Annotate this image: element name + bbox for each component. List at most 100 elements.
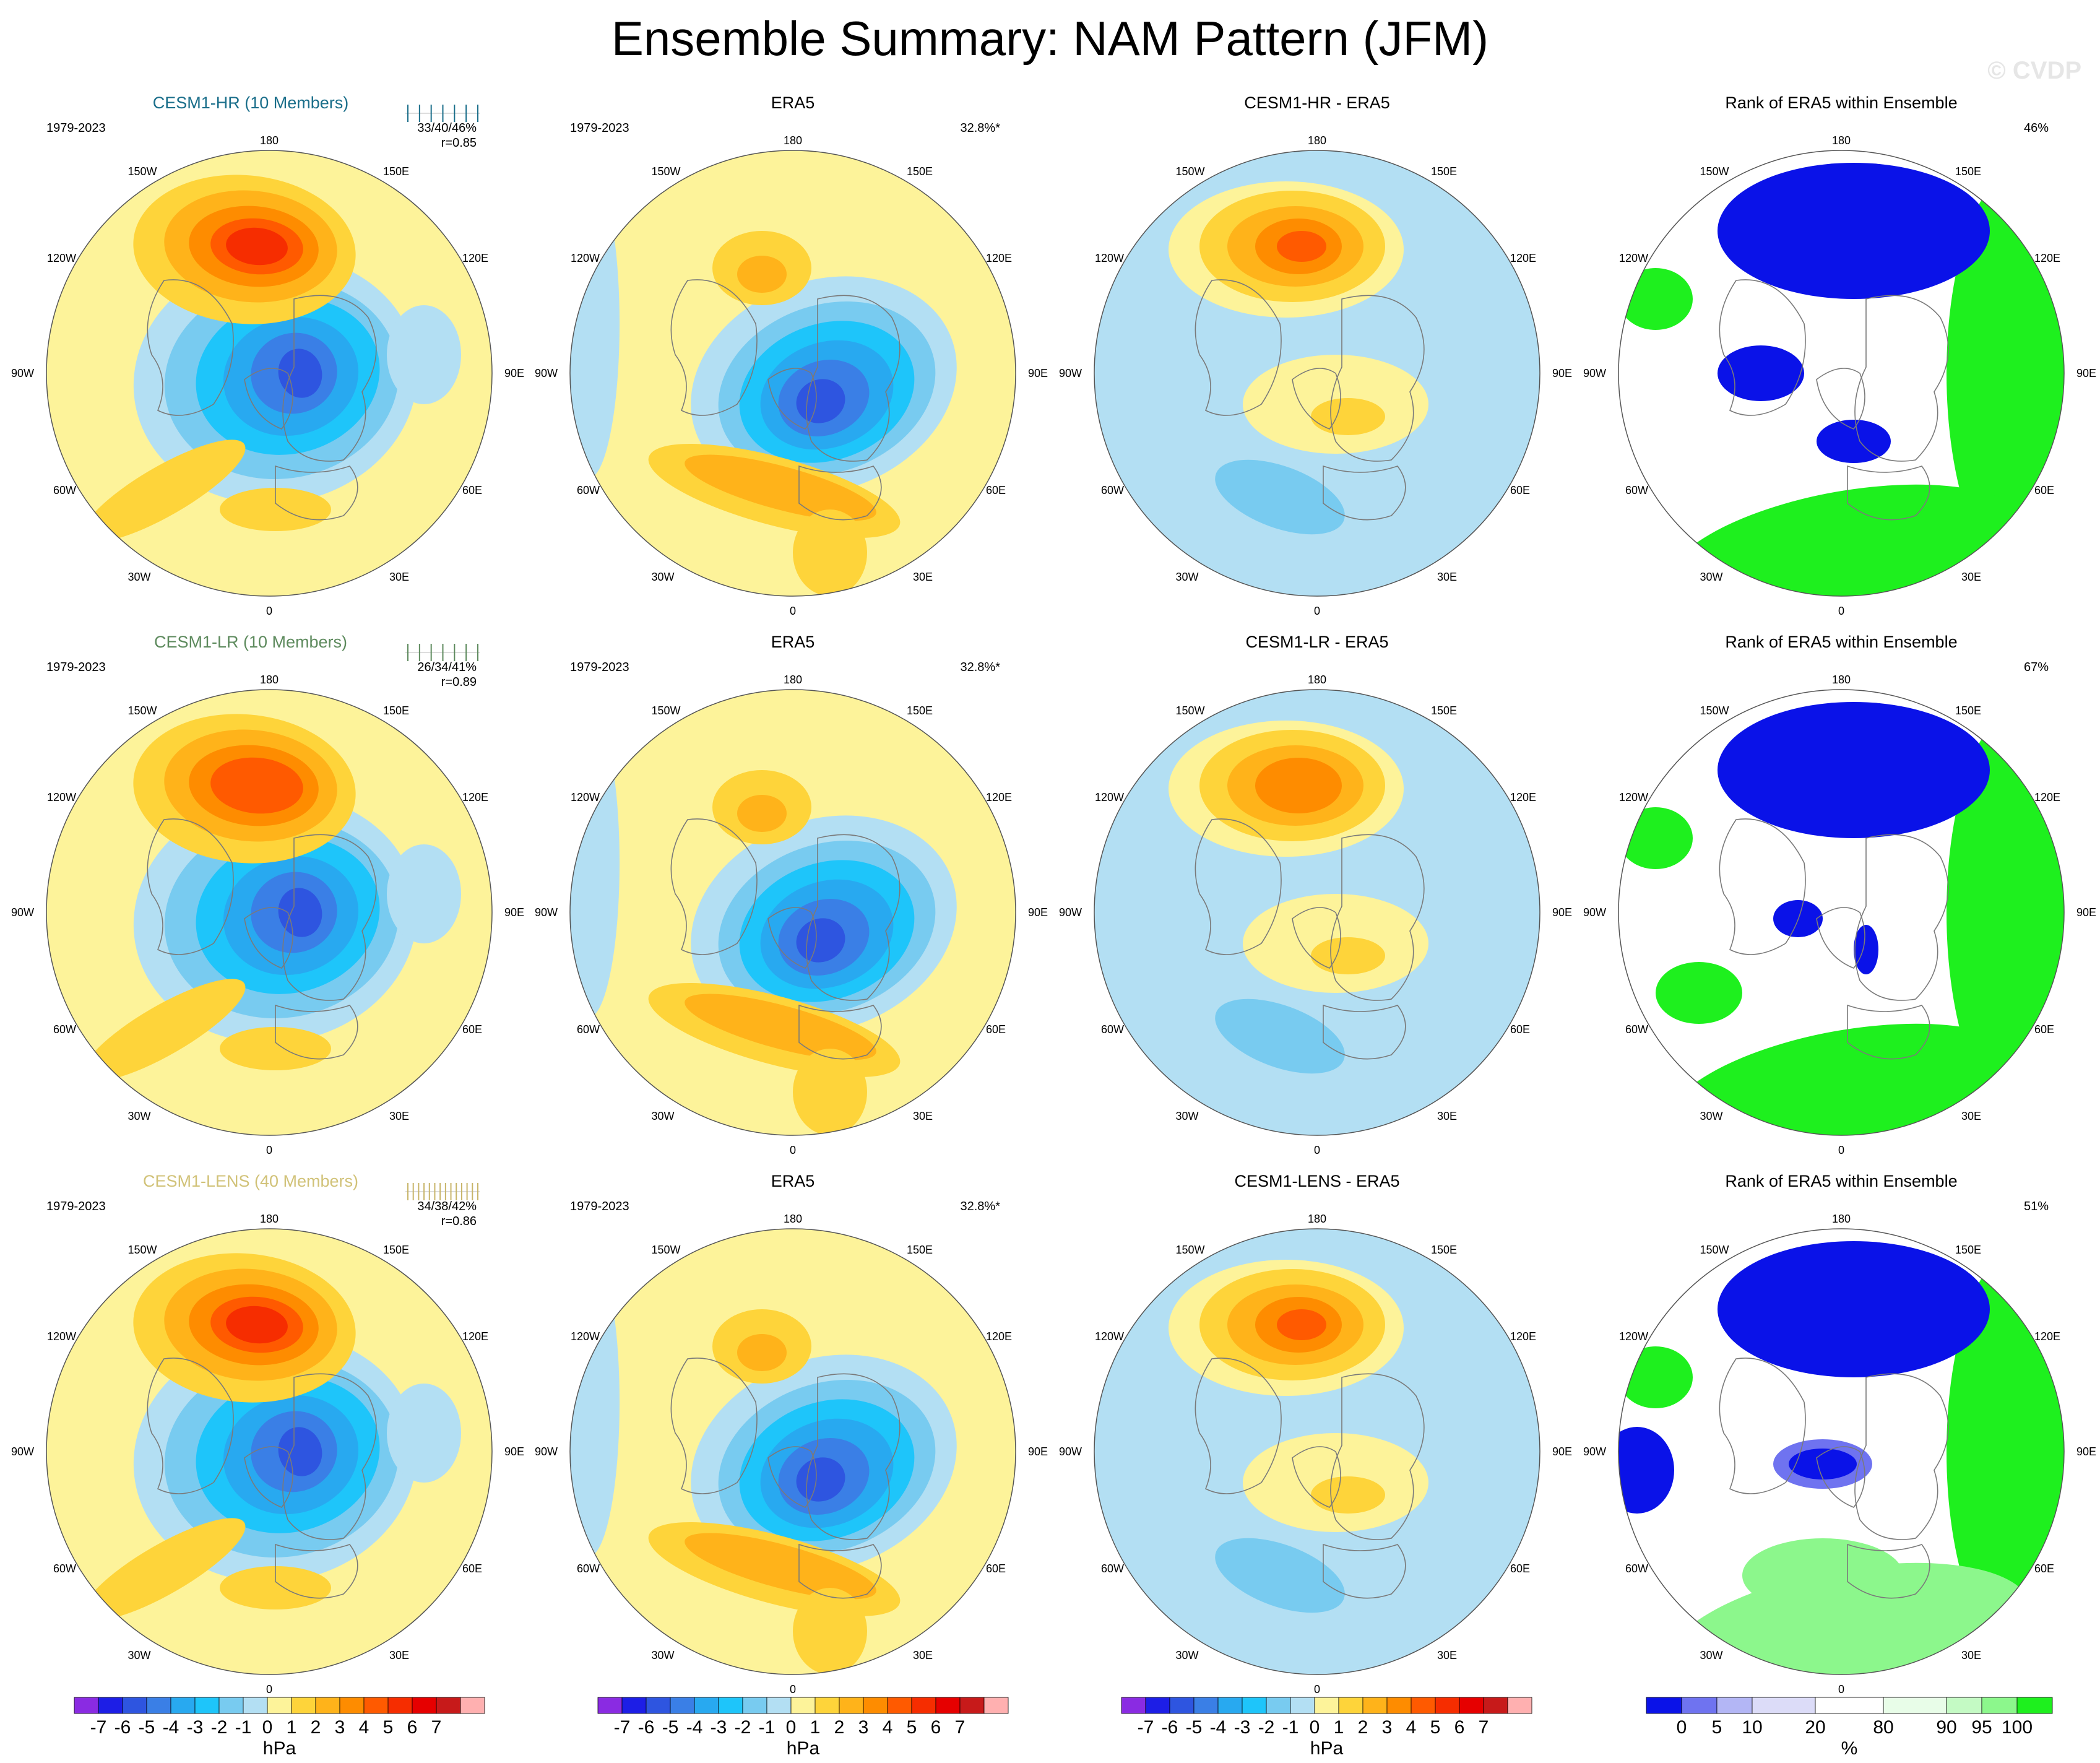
- model-panel-title: CESM1-HR (10 Members): [153, 93, 349, 112]
- colorbar-swatch: [621, 1697, 647, 1714]
- longitude-label: 180: [1308, 134, 1326, 147]
- colorbar-tick-label: 5: [907, 1717, 917, 1738]
- longitude-label: 90E: [1552, 367, 1572, 379]
- coastline: [275, 465, 358, 521]
- coastline: [1330, 1373, 1425, 1540]
- longitude-label: 30W: [1700, 1649, 1722, 1661]
- colorbar-tick-label: -4: [163, 1717, 179, 1738]
- longitude-label: 150W: [1175, 1244, 1204, 1256]
- map-disk: [570, 1229, 1016, 1674]
- colorbar-tick-label: 4: [359, 1717, 369, 1738]
- colorbar-swatch: [291, 1697, 316, 1714]
- longitude-label: 60E: [1510, 484, 1530, 496]
- contour-region: [1618, 807, 1693, 869]
- contour-region: [796, 918, 845, 963]
- longitude-label: 90W: [1059, 906, 1082, 919]
- colorbar-swatch: [1217, 1697, 1243, 1714]
- coastline: [670, 1358, 758, 1494]
- colorbar-tick-label: 7: [431, 1717, 442, 1738]
- longitude-label: 90W: [1583, 1445, 1606, 1458]
- era5-panel-title: ERA5: [771, 633, 815, 651]
- coastline: [798, 465, 882, 521]
- coastline: [806, 295, 901, 462]
- variance-explained-label: 32.8%*: [961, 121, 1001, 135]
- colorbar-swatch: [194, 1697, 220, 1714]
- map-border: [1094, 689, 1540, 1136]
- longitude-label: 180: [1832, 674, 1851, 686]
- colorbar-tick-label: 90: [1936, 1717, 1956, 1738]
- map-border: [1618, 150, 2065, 597]
- longitude-label: 90W: [535, 367, 558, 379]
- longitude-label: 180: [784, 674, 802, 686]
- colorbar-unit-label: hPa: [787, 1738, 820, 1759]
- longitude-label: 30E: [1437, 1110, 1457, 1122]
- pattern-correlation-label: r=0.89: [441, 675, 477, 689]
- contour-region: [796, 1457, 845, 1502]
- contour-region: [1718, 1241, 1990, 1377]
- longitude-label: 120E: [462, 252, 488, 264]
- coastline: [1323, 465, 1406, 521]
- longitude-label: 150E: [907, 704, 933, 717]
- longitude-label: 150E: [1431, 1244, 1457, 1256]
- colorbar-tick-label: -5: [1186, 1717, 1203, 1738]
- model-panel-title: CESM1-LR (10 Members): [154, 633, 347, 651]
- colorbar-tick-label: 1: [810, 1717, 821, 1738]
- rank-percentage-label: 51%: [2024, 1200, 2049, 1213]
- longitude-label: 30E: [913, 571, 933, 583]
- colorbar-swatch: [815, 1697, 840, 1714]
- colorbar-swatch: [98, 1697, 123, 1714]
- longitude-label: 0: [790, 1144, 796, 1156]
- contour-region: [685, 1533, 876, 1600]
- contour-region: [1311, 937, 1385, 974]
- colorbar-swatch: [839, 1697, 864, 1714]
- map-border: [1618, 1228, 2065, 1675]
- coastline: [1330, 834, 1425, 1001]
- colorbar-swatch: [1507, 1697, 1532, 1714]
- longitude-label: 150E: [1431, 704, 1457, 717]
- longitude-label: 120W: [1619, 791, 1648, 804]
- colorbar-tick-label: 4: [883, 1717, 893, 1738]
- contour-region: [685, 454, 876, 521]
- contour-region: [82, 1518, 246, 1621]
- contour-region: [1656, 962, 1742, 1024]
- difference-panel-title: CESM1-HR - ERA5: [1244, 93, 1390, 112]
- longitude-label: 150E: [383, 165, 409, 178]
- longitude-label: 120E: [2034, 791, 2060, 804]
- longitude-label: 180: [1832, 1213, 1851, 1225]
- longitude-label: 0: [1314, 1683, 1320, 1696]
- longitude-label: 150E: [1955, 1244, 1981, 1256]
- colorbar-tick-label: -6: [1162, 1717, 1178, 1738]
- coastline: [1816, 907, 1865, 969]
- contour-region: [82, 979, 246, 1081]
- longitude-label: 120E: [462, 1330, 488, 1343]
- contour-region: [1215, 1538, 1345, 1613]
- colorbar-tick-label: 2: [834, 1717, 845, 1738]
- coastline: [1195, 1358, 1282, 1494]
- longitude-label: 150E: [1955, 704, 1981, 717]
- colorbar-tick-label: 2: [311, 1717, 321, 1738]
- map-disk: [1094, 150, 1540, 596]
- longitude-label: 30W: [651, 1649, 674, 1661]
- longitude-label: 90W: [535, 1445, 558, 1458]
- coastline: [1195, 818, 1282, 955]
- contour-region: [1215, 998, 1345, 1074]
- longitude-label: 30W: [1175, 1110, 1198, 1122]
- longitude-label: 180: [1308, 674, 1326, 686]
- longitude-label: 60E: [1510, 1023, 1530, 1036]
- contour-region: [1618, 268, 1693, 330]
- colorbar-tick-label: 2: [1358, 1717, 1368, 1738]
- colorbar-swatch: [74, 1697, 99, 1714]
- longitude-label: 60E: [2034, 484, 2054, 496]
- colorbar-swatch: [218, 1697, 244, 1714]
- longitude-label: 150E: [1955, 165, 1981, 178]
- colorbar-swatch: [597, 1697, 623, 1714]
- colorbar-tick-label: -7: [1138, 1717, 1154, 1738]
- difference-panel-title: CESM1-LR - ERA5: [1245, 633, 1388, 651]
- longitude-label: 120E: [2034, 252, 2060, 264]
- coastline: [767, 368, 817, 430]
- longitude-label: 120E: [986, 252, 1012, 264]
- longitude-label: 150W: [127, 1244, 157, 1256]
- longitude-label: 150W: [1700, 704, 1729, 717]
- colorbar-tick-label: 5: [1712, 1717, 1722, 1738]
- longitude-label: 180: [260, 1213, 279, 1225]
